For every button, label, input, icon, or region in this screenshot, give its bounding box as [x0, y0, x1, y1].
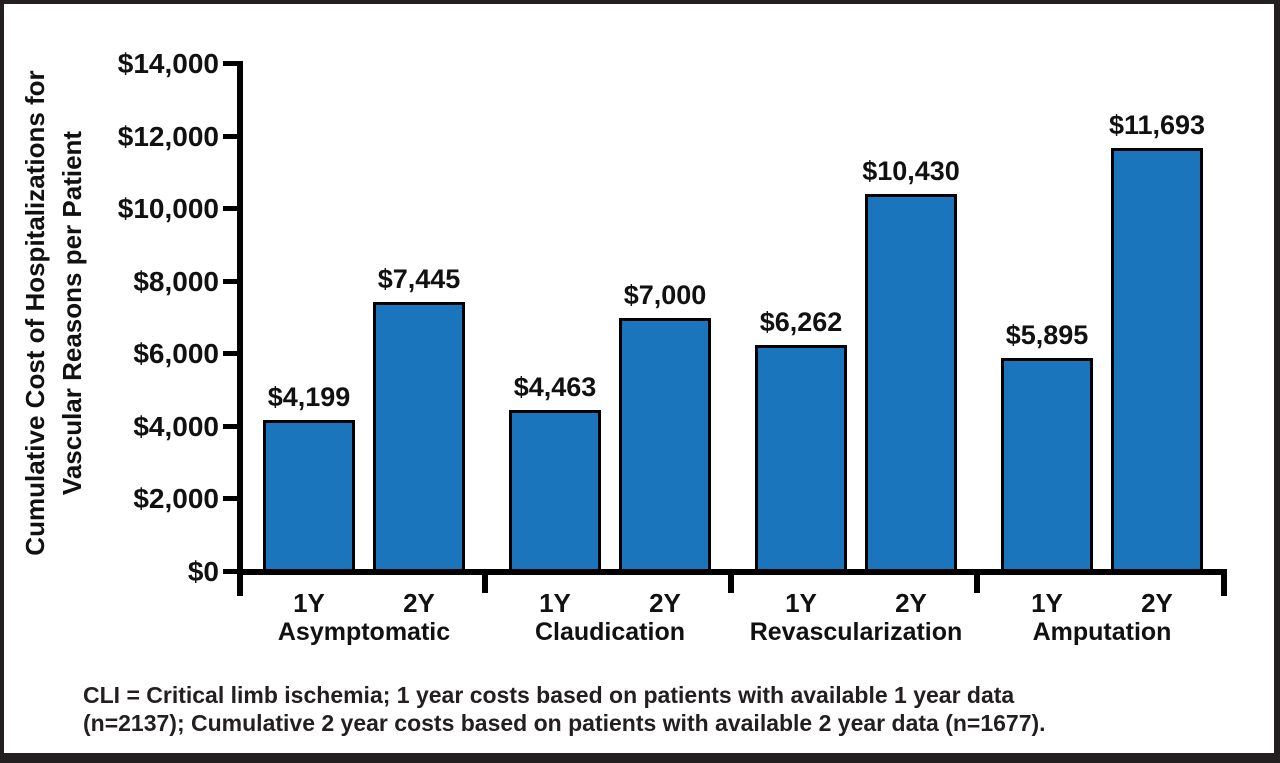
x-tick-label: 2Y — [403, 588, 435, 618]
bar — [373, 302, 465, 575]
footnote: CLI = Critical limb ischemia; 1 year cos… — [83, 682, 1273, 737]
group-label: Claudication — [534, 618, 685, 646]
bar-value-label: $7,000 — [623, 280, 707, 310]
y-tick-label: $10,000 — [117, 193, 219, 224]
group-label: Asymptomatic — [277, 618, 451, 646]
y-tick-mark — [223, 279, 237, 284]
bar — [755, 345, 847, 575]
x-tick-label: 2Y — [649, 588, 681, 618]
y-axis-line — [237, 61, 243, 596]
bar — [865, 194, 957, 575]
bar-value-label: $11,693 — [1108, 110, 1206, 140]
bar-value-label: $5,895 — [1005, 320, 1089, 350]
y-tick-label: $6,000 — [133, 338, 219, 369]
y-tick-label: $0 — [187, 556, 219, 587]
y-tick-mark — [223, 424, 237, 429]
y-axis-title-line-1: Cumulative Cost of Hospitalizations for — [20, 70, 50, 556]
footnote-line-2: (n=2137); Cumulative 2 year costs based … — [83, 709, 1046, 736]
bar-value-label: $4,199 — [267, 382, 351, 412]
x-tick-label: 1Y — [785, 588, 817, 618]
x-tick-label: 1Y — [1031, 588, 1063, 618]
bar — [1001, 358, 1093, 575]
footnote-line-1: CLI = Critical limb ischemia; 1 year cos… — [83, 682, 1015, 708]
group-label: Amputation — [1032, 618, 1172, 646]
bar-value-label: $7,445 — [377, 264, 461, 294]
y-tick-label: $8,000 — [133, 266, 219, 297]
y-tick-mark — [223, 496, 237, 501]
y-tick-label: $4,000 — [133, 411, 219, 442]
x-tick-label: 2Y — [895, 588, 927, 618]
y-tick-mark — [223, 569, 237, 574]
y-tick-mark — [223, 61, 237, 66]
group-label: Revascularization — [749, 618, 963, 646]
group-separator-tick — [974, 575, 980, 593]
x-axis-line — [237, 569, 1227, 575]
y-tick-label: $14,000 — [117, 48, 219, 79]
y-tick-mark — [223, 134, 237, 139]
bar — [619, 318, 711, 575]
group-separator-tick — [482, 575, 488, 593]
y-tick-mark — [223, 206, 237, 211]
bar-value-label: $4,463 — [513, 372, 597, 402]
bar — [509, 410, 601, 575]
x-tick-label: 1Y — [539, 588, 571, 618]
group-separator-tick — [728, 575, 734, 593]
y-tick-label: $12,000 — [117, 121, 219, 152]
x-tick-label: 1Y — [293, 588, 325, 618]
bar — [263, 420, 355, 575]
x-tick-label: 2Y — [1141, 588, 1173, 618]
bar-value-label: $10,430 — [862, 156, 960, 186]
bar — [1111, 148, 1203, 575]
bar-value-label: $6,262 — [759, 307, 843, 337]
x-axis-end-tick — [1221, 569, 1227, 596]
y-tick-label: $2,000 — [133, 483, 219, 514]
y-tick-mark — [223, 351, 237, 356]
